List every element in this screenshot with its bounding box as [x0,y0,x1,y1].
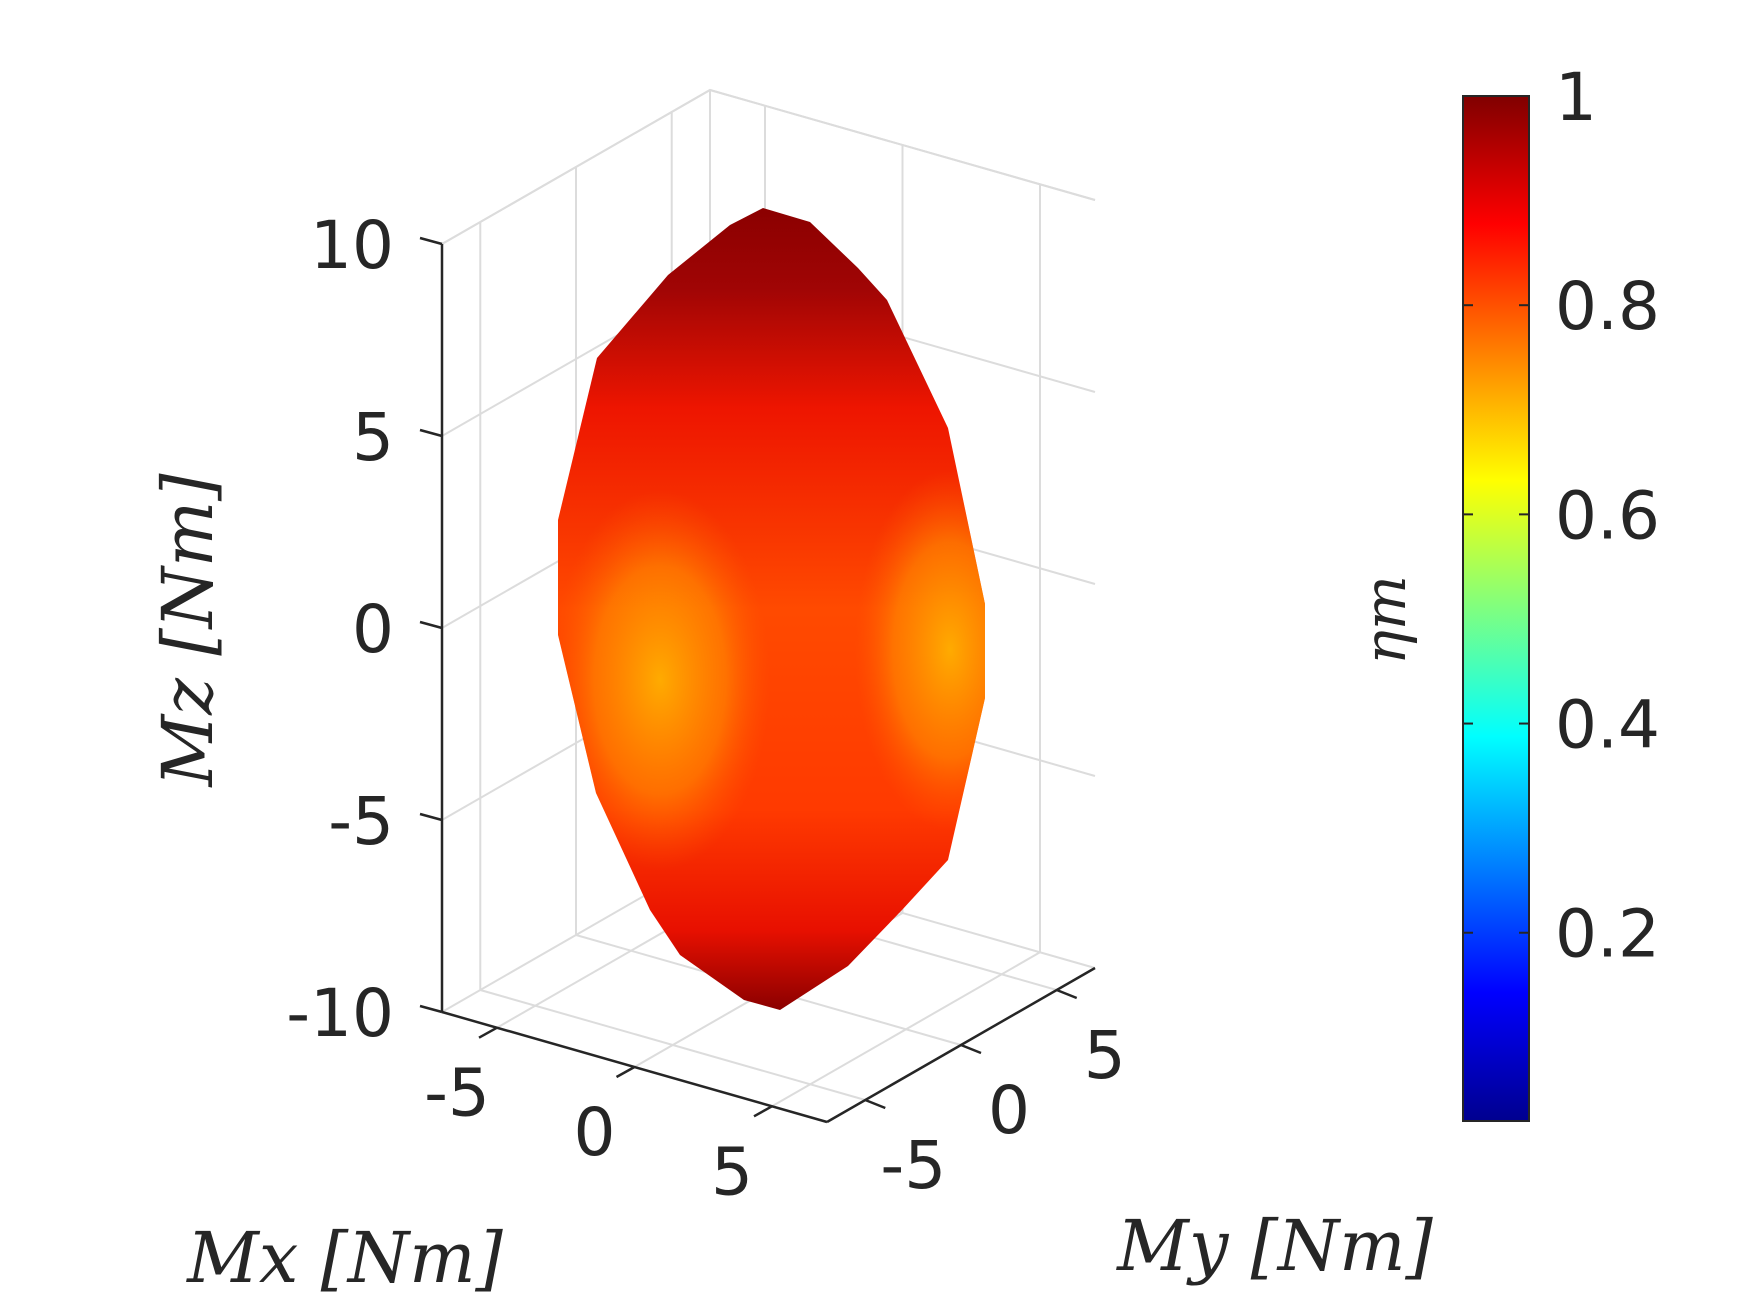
y-tick-label: 0 [988,1072,1030,1149]
y-tick [864,1098,886,1110]
y-gridline [480,989,866,1101]
y-tick-label: 5 [1084,1017,1126,1094]
colorbar-label: ηm [1351,575,1419,665]
surface-right-bulge [855,470,985,830]
colorbar-tick-label: 0.6 [1555,477,1660,554]
x-tick-label: 0 [574,1094,616,1171]
z-tick [419,236,443,246]
colorbar-ticks: 0.2 0.4 0.6 0.8 1 [1463,59,1660,973]
colorbar: 0.2 0.4 0.6 0.8 1 ηm [1351,59,1660,1122]
y-tick [960,1043,982,1055]
surface-plot [558,208,985,1010]
y-axis-label: My [Nm] [1115,1205,1433,1287]
z-tick-label: -5 [328,783,394,860]
z-tick [419,620,443,630]
colorbar-tick-label: 0.8 [1555,268,1660,345]
z-tick [419,1004,443,1014]
x-tick [615,1065,636,1079]
y-tick [1056,988,1078,1000]
x-tick-label: 5 [711,1133,753,1210]
z-tick-label: 0 [352,591,394,668]
colorbar-tick-label: 0.2 [1555,896,1660,973]
colorbar-tick-label: 1 [1555,59,1597,136]
z-tick-label: 10 [310,207,394,284]
colorbar-gradient [1462,95,1530,1122]
z-tick-label: -10 [286,975,394,1052]
x-tick-label: -5 [424,1055,490,1132]
z-tick [419,812,443,822]
colorbar-tick-label: 0.4 [1555,687,1660,764]
y-tick-label: -5 [880,1127,946,1204]
x-axis-label: Mx [Nm] [185,1217,503,1299]
z-axis-label: Mz [Nm] [147,473,229,789]
z-tick [419,428,443,438]
x-tick [753,1105,773,1118]
surface-left-bulge [558,490,770,870]
z-tick-label: 5 [352,399,394,476]
x-tick [478,1026,498,1039]
